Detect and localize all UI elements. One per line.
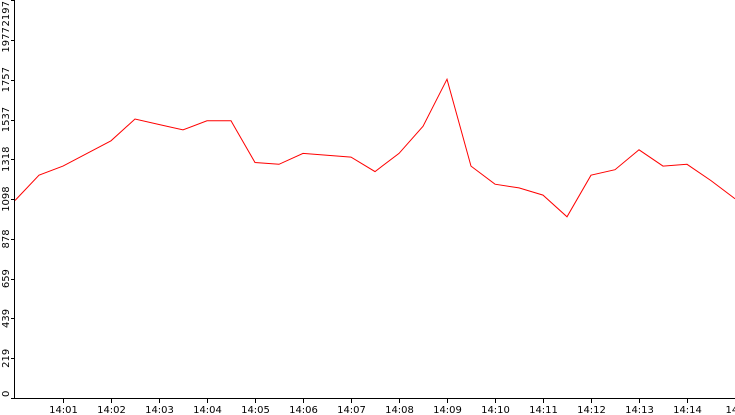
x-tick-label: 14:01 <box>49 405 78 415</box>
x-tick-label: 14:12 <box>577 405 606 415</box>
x-tick-label: 14:14 <box>673 405 702 415</box>
x-tick-label: 14:07 <box>337 405 366 415</box>
y-tick-label: 1757 <box>1 67 12 92</box>
y-tick-label: 439 <box>1 309 12 328</box>
x-tick-label: 14:08 <box>385 405 414 415</box>
x-tick-label: 14:03 <box>145 405 174 415</box>
y-axis-ticks <box>11 0 15 399</box>
y-tick-label: 1977 <box>1 27 12 52</box>
x-tick-label: 14:04 <box>193 405 222 415</box>
y-tick-label: 1098 <box>1 186 12 211</box>
y-tick-label: 0 <box>1 391 12 397</box>
x-tick-label: 14:13 <box>625 405 654 415</box>
x-tick-label: 14:05 <box>241 405 270 415</box>
y-tick-label: 2197 <box>1 1 12 26</box>
x-tick-label: 14:09 <box>433 405 462 415</box>
y-tick-label: 1537 <box>1 107 12 132</box>
x-tick-label: 14 <box>726 405 735 415</box>
y-tick-label: 219 <box>1 349 12 368</box>
y-tick-label: 878 <box>1 229 12 248</box>
x-tick-label: 14:10 <box>481 405 510 415</box>
x-tick-label: 14:11 <box>529 405 558 415</box>
x-axis-ticks <box>63 398 688 403</box>
series-line <box>14 77 735 218</box>
x-axis-labels: 14:01 14:02 14:03 14:04 14:05 14:06 14:07 14:08… <box>49 405 735 415</box>
y-tick-label: 1318 <box>1 147 12 172</box>
x-tick-label: 14:02 <box>97 405 126 415</box>
x-tick-label: 14:06 <box>289 405 318 415</box>
y-tick-label: 659 <box>1 269 12 288</box>
